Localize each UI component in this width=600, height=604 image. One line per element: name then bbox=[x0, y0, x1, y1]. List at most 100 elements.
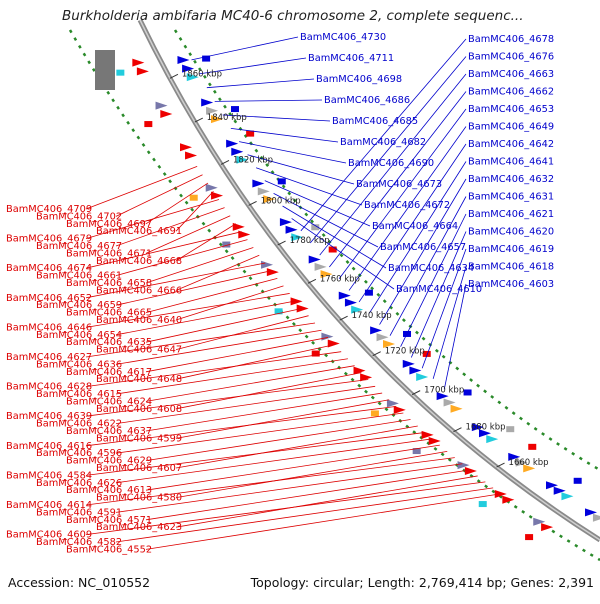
gene-feature[interactable] bbox=[252, 179, 265, 188]
gene-label[interactable]: BamMC406_4582 bbox=[36, 537, 122, 548]
gene-feature[interactable] bbox=[393, 405, 406, 414]
gene-label[interactable]: BamMC406_4639 bbox=[6, 411, 92, 422]
gene-block[interactable] bbox=[189, 194, 198, 201]
gene-label[interactable]: BamMC406_4599 bbox=[96, 433, 182, 444]
gene-block[interactable] bbox=[222, 241, 231, 248]
gene-label[interactable]: BamMC406_4682 bbox=[340, 137, 426, 148]
gene-label[interactable]: BamMC406_4652 bbox=[6, 293, 92, 304]
gene-label[interactable]: BamMC406_4657 bbox=[380, 242, 466, 253]
gene-label[interactable]: BamMC406_4654 bbox=[36, 330, 122, 341]
gene-block[interactable] bbox=[364, 289, 373, 296]
gene-feature[interactable] bbox=[327, 339, 340, 348]
gene-label[interactable]: BamMC406_4647 bbox=[96, 345, 182, 356]
gene-feature[interactable] bbox=[376, 333, 389, 342]
gene-label[interactable]: BamMC406_4677 bbox=[36, 241, 122, 252]
gene-block[interactable] bbox=[274, 308, 283, 315]
gene-label[interactable]: BamMC406_4668 bbox=[96, 256, 182, 267]
gene-feature[interactable] bbox=[471, 423, 484, 432]
gene-label[interactable]: BamMC406_4613 bbox=[66, 485, 152, 496]
gene-feature[interactable] bbox=[523, 464, 536, 473]
gene-feature[interactable] bbox=[160, 110, 173, 119]
gene-label[interactable]: BamMC406_4662 bbox=[468, 87, 554, 98]
gene-feature[interactable] bbox=[210, 115, 223, 124]
gene-label[interactable]: BamMC406_4697 bbox=[66, 219, 152, 230]
gene-block[interactable] bbox=[528, 443, 537, 450]
gene-label[interactable]: BamMC406_4620 bbox=[468, 227, 554, 238]
rrna-block[interactable] bbox=[95, 50, 115, 90]
gene-feature[interactable] bbox=[561, 492, 574, 501]
gene-block[interactable] bbox=[144, 121, 153, 128]
gene-label[interactable]: BamMC406_4624 bbox=[66, 396, 152, 407]
gene-feature[interactable] bbox=[502, 495, 515, 504]
gene-block[interactable] bbox=[311, 224, 320, 231]
gene-feature[interactable] bbox=[428, 437, 441, 446]
gene-label[interactable]: BamMC406_4632 bbox=[468, 174, 554, 185]
gene-block[interactable] bbox=[478, 501, 487, 508]
gene-feature[interactable] bbox=[515, 458, 528, 467]
gene-feature[interactable] bbox=[402, 359, 415, 368]
gene-label[interactable]: BamMC406_4691 bbox=[96, 226, 182, 237]
gene-feature[interactable] bbox=[285, 225, 298, 234]
gene-feature[interactable] bbox=[185, 151, 198, 160]
gene-feature[interactable] bbox=[464, 467, 477, 476]
gene-feature[interactable] bbox=[457, 461, 470, 470]
gene-feature[interactable] bbox=[296, 304, 309, 313]
gene-feature[interactable] bbox=[291, 233, 304, 242]
gene-feature[interactable] bbox=[338, 291, 351, 300]
gene-feature[interactable] bbox=[211, 191, 224, 200]
gene-feature[interactable] bbox=[592, 513, 600, 522]
gene-label[interactable]: BamMC406_4622 bbox=[36, 419, 122, 430]
gene-label[interactable]: BamMC406_4596 bbox=[36, 448, 122, 459]
gene-feature[interactable] bbox=[478, 429, 491, 438]
gene-label[interactable]: BamMC406_4665 bbox=[66, 308, 152, 319]
gene-feature[interactable] bbox=[533, 517, 546, 526]
gene-feature[interactable] bbox=[386, 399, 399, 408]
gene-feature[interactable] bbox=[263, 195, 276, 204]
gene-feature[interactable] bbox=[545, 481, 558, 490]
gene-label[interactable]: BamMC406_4631 bbox=[468, 192, 554, 203]
gene-feature[interactable] bbox=[201, 98, 214, 107]
gene-label[interactable]: BamMC406_4552 bbox=[66, 544, 152, 555]
gene-label[interactable]: BamMC406_4626 bbox=[36, 478, 122, 489]
gene-block[interactable] bbox=[230, 106, 239, 113]
gene-feature[interactable] bbox=[360, 373, 373, 382]
gene-feature[interactable] bbox=[353, 366, 366, 375]
gene-label[interactable]: BamMC406_4629 bbox=[66, 456, 152, 467]
gene-label[interactable]: BamMC406_4608 bbox=[96, 404, 182, 415]
gene-feature[interactable] bbox=[409, 366, 422, 375]
gene-feature[interactable] bbox=[238, 230, 251, 239]
gene-feature[interactable] bbox=[450, 404, 463, 413]
gene-label[interactable]: BamMC406_4635 bbox=[66, 337, 152, 348]
gene-feature[interactable] bbox=[436, 392, 449, 401]
gene-label[interactable]: BamMC406_4640 bbox=[96, 315, 182, 326]
gene-feature[interactable] bbox=[553, 486, 566, 495]
gene-label[interactable]: BamMC406_4673 bbox=[356, 179, 442, 190]
gene-label[interactable]: BamMC406_4614 bbox=[6, 500, 92, 511]
gene-label[interactable]: BamMC406_4571 bbox=[66, 515, 152, 526]
gene-label[interactable]: BamMC406_4628 bbox=[6, 382, 92, 393]
gene-block[interactable] bbox=[370, 410, 379, 417]
gene-label[interactable]: BamMC406_4686 bbox=[324, 95, 410, 106]
gene-feature[interactable] bbox=[344, 298, 357, 307]
gene-label[interactable]: BamMC406_4634 bbox=[388, 263, 474, 274]
gene-feature[interactable] bbox=[321, 332, 334, 341]
gene-feature[interactable] bbox=[261, 260, 274, 269]
gene-label[interactable]: BamMC406_4580 bbox=[96, 493, 182, 504]
gene-feature[interactable] bbox=[290, 297, 303, 306]
gene-label[interactable]: BamMC406_4642 bbox=[468, 139, 554, 150]
gene-label[interactable]: BamMC406_4646 bbox=[6, 322, 92, 333]
gene-feature[interactable] bbox=[136, 67, 149, 76]
gene-feature[interactable] bbox=[206, 106, 219, 115]
gene-label[interactable]: BamMC406_4591 bbox=[36, 507, 122, 518]
gene-feature[interactable] bbox=[266, 268, 279, 277]
gene-feature[interactable] bbox=[314, 262, 327, 271]
gene-label[interactable]: BamMC406_4698 bbox=[316, 74, 402, 85]
gene-feature[interactable] bbox=[186, 73, 199, 82]
gene-feature[interactable] bbox=[155, 101, 168, 110]
gene-label[interactable]: BamMC406_4653 bbox=[468, 104, 554, 115]
gene-block[interactable] bbox=[506, 426, 515, 433]
gene-label[interactable]: BamMC406_4666 bbox=[96, 285, 182, 296]
gene-label[interactable]: BamMC406_4658 bbox=[66, 278, 152, 289]
gene-label[interactable]: BamMC406_4659 bbox=[36, 300, 122, 311]
gene-label[interactable]: BamMC406_4664 bbox=[372, 221, 458, 232]
